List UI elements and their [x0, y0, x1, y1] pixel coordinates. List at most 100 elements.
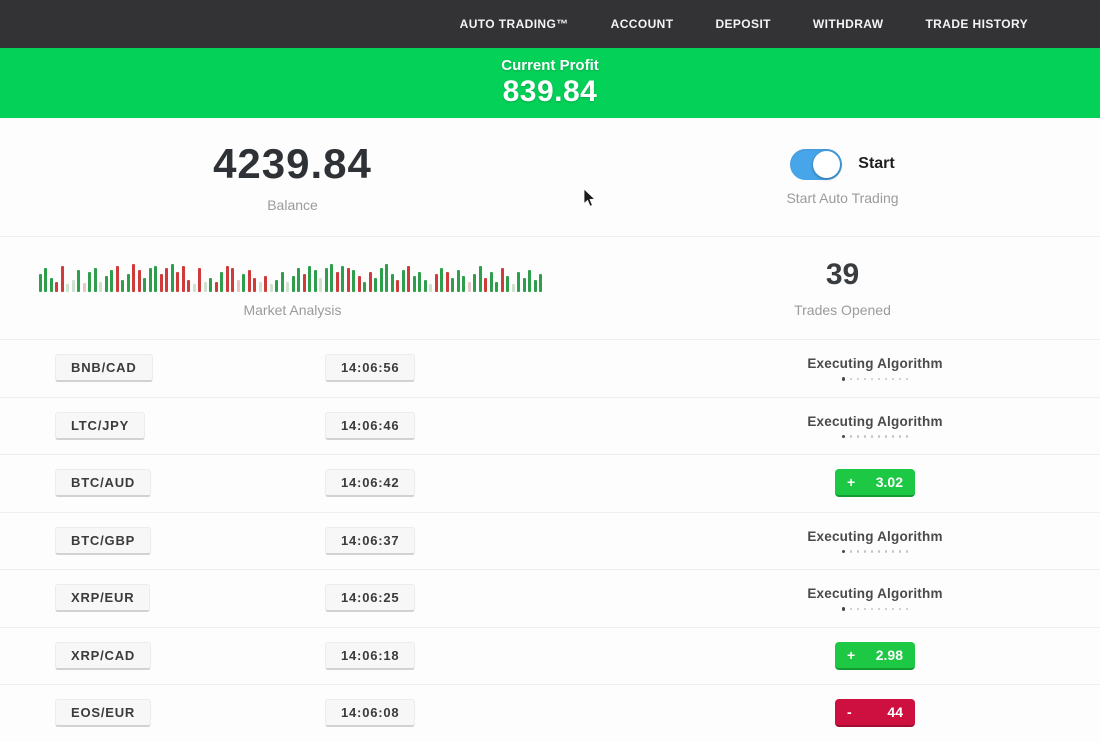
- market-bar: [517, 272, 520, 292]
- progress-dot: [870, 607, 874, 610]
- result-cell: - 44: [650, 699, 1100, 728]
- market-bar: [209, 278, 212, 292]
- market-bar: [533, 280, 537, 292]
- market-bar: [407, 266, 410, 292]
- time-cell: 14:06:08: [325, 699, 650, 728]
- progress-dot: [870, 550, 874, 553]
- market-bar: [71, 280, 75, 292]
- pair-cell: EOS/EUR: [0, 699, 325, 728]
- time-pill[interactable]: 14:06:46: [325, 411, 416, 440]
- market-bar: [264, 276, 267, 292]
- progress-dot: [856, 377, 860, 380]
- pair-pill[interactable]: XRP/EUR: [55, 584, 151, 613]
- market-bar: [522, 278, 526, 292]
- progress-dot: [841, 434, 846, 438]
- progress-dot: [905, 377, 909, 380]
- executing-status: Executing Algorithm: [807, 529, 942, 553]
- market-bar: [198, 268, 201, 292]
- market-bar: [434, 274, 438, 292]
- market-bar: [401, 270, 405, 292]
- market-bar: [82, 283, 86, 292]
- pair-pill[interactable]: BTC/AUD: [55, 469, 152, 498]
- result-sign: +: [847, 646, 856, 663]
- balance-section: 4239.84 Balance Start Start Auto Trading: [0, 118, 1100, 237]
- table-row: EOS/EUR 14:06:08 - 44: [0, 685, 1100, 742]
- result-badge: - 44: [835, 699, 915, 728]
- progress-dot: [863, 550, 867, 553]
- pair-cell: LTC/JPY: [0, 411, 325, 440]
- trades-opened-label: Trades Opened: [794, 302, 891, 318]
- market-bar: [154, 266, 157, 292]
- time-pill[interactable]: 14:06:25: [325, 584, 416, 613]
- progress-dots: [841, 607, 909, 611]
- progress-dot: [841, 549, 846, 553]
- progress-dot: [905, 607, 909, 610]
- time-pill[interactable]: 14:06:42: [325, 469, 416, 498]
- table-row: BNB/CAD 14:06:56 Executing Algorithm: [0, 340, 1100, 398]
- market-bar: [363, 282, 366, 292]
- time-cell: 14:06:25: [325, 584, 650, 613]
- nav-item-account[interactable]: ACCOUNT: [610, 17, 674, 31]
- trade-list: BNB/CAD 14:06:56 Executing Algorithm LTC…: [0, 340, 1100, 742]
- profit-banner: Current Profit 839.84: [0, 48, 1100, 118]
- executing-label: Executing Algorithm: [807, 356, 943, 371]
- market-section: Market Analysis 39 Trades Opened: [0, 237, 1100, 340]
- market-bar: [77, 270, 80, 292]
- market-bar: [423, 280, 427, 292]
- nav-item-trade-history[interactable]: TRADE HISTORY: [925, 17, 1028, 31]
- table-row: BTC/AUD 14:06:42 + 3.02: [0, 455, 1100, 513]
- balance-value: 4239.84: [213, 139, 372, 187]
- time-pill[interactable]: 14:06:18: [325, 641, 416, 670]
- progress-dot: [898, 435, 902, 438]
- time-cell: 14:06:56: [325, 354, 650, 383]
- market-bar: [104, 276, 108, 292]
- market-bar: [137, 270, 141, 292]
- nav-item-withdraw[interactable]: WITHDRAW: [812, 17, 884, 31]
- progress-dot: [841, 377, 846, 381]
- progress-dot: [849, 435, 853, 438]
- progress-dot: [877, 607, 881, 610]
- nav-item-deposit[interactable]: DEPOSIT: [715, 17, 771, 31]
- result-value: 3.02: [875, 474, 903, 491]
- time-cell: 14:06:42: [325, 469, 650, 498]
- progress-dot: [856, 607, 860, 610]
- time-cell: 14:06:37: [325, 526, 650, 555]
- auto-trading-toggle[interactable]: [790, 148, 843, 180]
- profit-banner-label: Current Profit: [501, 57, 599, 74]
- market-bar: [484, 278, 487, 292]
- market-bar: [528, 270, 531, 292]
- pair-pill[interactable]: EOS/EUR: [55, 699, 152, 728]
- progress-dot: [905, 435, 909, 438]
- nav-item-auto-trading[interactable]: AUTO TRADING™: [459, 17, 569, 31]
- market-bar: [110, 270, 113, 292]
- market-bar: [214, 282, 218, 292]
- pair-pill[interactable]: XRP/CAD: [55, 641, 152, 670]
- pair-pill[interactable]: BNB/CAD: [55, 354, 153, 383]
- time-pill[interactable]: 14:06:08: [325, 699, 416, 728]
- progress-dot: [870, 435, 874, 438]
- market-bar: [126, 274, 130, 292]
- time-pill[interactable]: 14:06:37: [325, 526, 416, 555]
- market-bar: [170, 264, 174, 292]
- market-bar: [440, 268, 443, 292]
- market-bar: [275, 280, 278, 292]
- executing-status: Executing Algorithm: [807, 414, 942, 438]
- progress-dots: [841, 434, 909, 438]
- market-bar: [258, 282, 262, 292]
- market-bar: [500, 268, 504, 292]
- time-cell: 14:06:18: [325, 641, 650, 670]
- market-bar: [60, 266, 64, 292]
- market-bar: [99, 282, 102, 292]
- progress-dot: [884, 550, 888, 553]
- progress-dot: [877, 377, 881, 380]
- market-bar: [269, 284, 273, 292]
- executing-label: Executing Algorithm: [807, 586, 943, 601]
- time-pill[interactable]: 14:06:56: [325, 354, 416, 383]
- pair-pill[interactable]: BTC/GBP: [55, 526, 152, 555]
- toggle-knob[interactable]: [813, 150, 841, 178]
- progress-dot: [856, 550, 860, 553]
- market-bar: [143, 278, 146, 292]
- market-bar: [220, 272, 223, 292]
- pair-pill[interactable]: LTC/JPY: [55, 411, 146, 440]
